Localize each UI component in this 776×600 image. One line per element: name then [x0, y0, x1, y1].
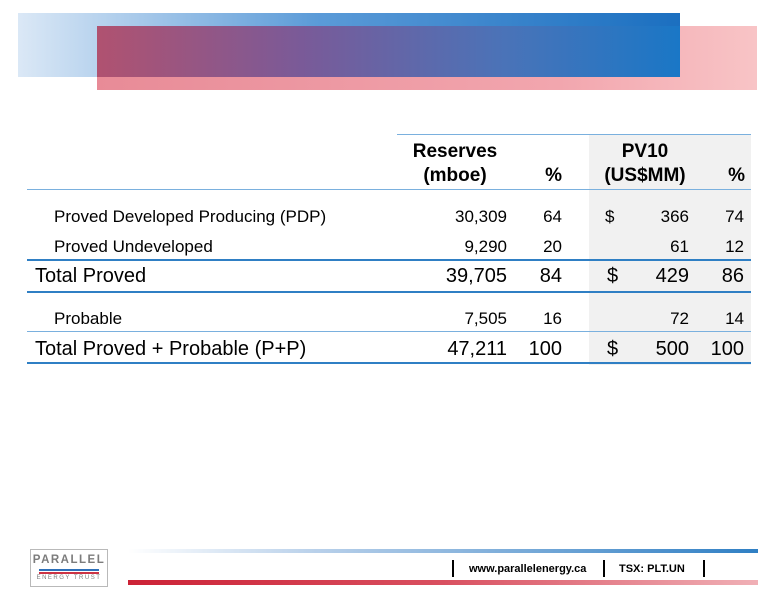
- row-pv10-pct: 12: [725, 237, 744, 256]
- header-band-gradient: [97, 26, 680, 77]
- row-reserves-pct: 84: [539, 265, 562, 287]
- row-label: Total Proved + Probable (P+P): [35, 338, 307, 360]
- logo-blue-stripe: [39, 569, 99, 571]
- row-reserves-pct: 64: [543, 207, 562, 226]
- row-reserves: 47,211: [447, 338, 507, 360]
- header-reserves-line1: Reserves: [412, 141, 498, 162]
- row-reserves: 7,505: [464, 309, 507, 328]
- table-bottom-rule: [27, 362, 751, 364]
- row-label: Total Proved: [35, 265, 147, 287]
- row-pv10: 500: [655, 338, 689, 360]
- header-reserves-line2: (mboe): [423, 165, 487, 186]
- header-reserves-pct: %: [545, 165, 562, 186]
- row-pv10-pct: 86: [721, 265, 744, 287]
- row-label: Proved Developed Producing (PDP): [54, 207, 327, 226]
- row-currency: $: [607, 338, 619, 360]
- header-pv10-line2: (US$MM): [604, 165, 686, 186]
- row-currency: $: [605, 207, 615, 226]
- row-label: Probable: [54, 309, 123, 328]
- footer-blue-band: [128, 549, 758, 553]
- row-reserves: 39,705: [445, 265, 507, 287]
- footer-website-link[interactable]: www.parallelenergy.ca: [469, 563, 587, 575]
- footer-separator: [603, 560, 605, 577]
- row-reserves: 30,309: [455, 207, 507, 226]
- logo-name: PARALLEL: [32, 554, 106, 566]
- subtotal-top-rule: [27, 259, 751, 261]
- row-pv10-pct: 14: [725, 309, 744, 328]
- row-pv10-pct: 100: [710, 338, 744, 360]
- company-logo: PARALLEL ENERGY TRUST: [30, 549, 108, 587]
- footer-separator: [452, 560, 454, 577]
- logo-subtitle: ENERGY TRUST: [36, 575, 102, 581]
- row-label: Proved Undeveloped: [54, 237, 213, 256]
- row-reserves-pct: 16: [543, 309, 562, 328]
- row-reserves-pct: 20: [543, 237, 562, 256]
- header-reserves: Reserves (mboe): [400, 140, 510, 188]
- footer-separator: [703, 560, 705, 577]
- row-pv10: 366: [660, 207, 689, 226]
- row-pv10: 72: [670, 309, 689, 328]
- row-pv10-pct: 74: [725, 207, 744, 226]
- row-pv10: 429: [655, 265, 689, 287]
- header-pv10-line1: PV10: [621, 141, 669, 162]
- row-reserves: 9,290: [464, 237, 507, 256]
- header-bottom-rule: [27, 189, 751, 190]
- row-currency: $: [607, 265, 619, 287]
- header-pv10: PV10 (US$MM): [590, 140, 700, 188]
- footer-red-band: [128, 580, 758, 585]
- header-top-rule: [397, 134, 751, 135]
- header-pv10-pct: %: [728, 165, 745, 186]
- grand-total-top-rule: [27, 331, 751, 332]
- row-pv10: 61: [670, 237, 689, 256]
- logo-red-stripe: [39, 572, 99, 574]
- footer-ticker: TSX: PLT.UN: [619, 563, 685, 575]
- subtotal-bottom-rule: [27, 291, 751, 293]
- pv10-column-background: [589, 135, 751, 365]
- row-reserves-pct: 100: [528, 338, 562, 360]
